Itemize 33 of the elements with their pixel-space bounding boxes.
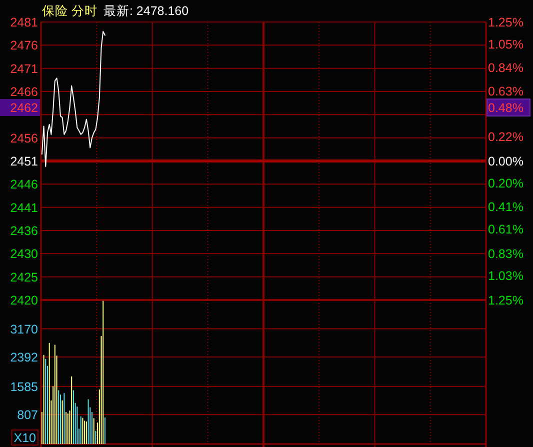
y2-tick-label: 1.25% <box>488 294 524 308</box>
y2-tick-label: 0.41% <box>488 200 524 214</box>
y-tick-label: 2466 <box>10 85 38 99</box>
y2-tick-label: 0.83% <box>488 246 524 261</box>
y2-tick-label: 0.84% <box>488 61 524 76</box>
y-tick-label: 2471 <box>10 62 38 76</box>
y2-tick-label: 1.03% <box>488 269 524 284</box>
text: 0.48% <box>488 101 524 115</box>
y-tick-label: 2476 <box>10 38 38 53</box>
y-tick-label: 2446 <box>10 178 38 192</box>
y2-tick-label: 0.22% <box>488 130 524 144</box>
y2-tick-label: 0.63% <box>488 84 524 98</box>
y-axis-title: X10 <box>14 431 36 445</box>
y-tick-label: 807 <box>17 408 38 422</box>
y-tick-label: 3170 <box>10 322 38 336</box>
chart-subtitle: 最新: 2478.160 <box>103 4 189 18</box>
y-tick-label: 2481 <box>10 16 38 30</box>
y2-tick-label: 0.00% <box>488 154 524 168</box>
y2-tick-label: 0.20% <box>488 176 524 191</box>
y-tick-label: 2425 <box>10 270 38 284</box>
chart-title: 保险 分时 <box>42 4 98 18</box>
text: 2462 <box>10 101 38 115</box>
y-tick-label: 2436 <box>10 224 38 238</box>
y-tick-label: 2456 <box>10 131 38 146</box>
y-tick-label: 1585 <box>10 380 38 394</box>
y-tick-label: 2451 <box>10 154 38 168</box>
y-tick-label: 2430 <box>10 247 38 262</box>
y2-tick-label: 0.61% <box>488 222 524 236</box>
y-tick-label: 2420 <box>10 294 38 308</box>
y-tick-label: 2392 <box>10 350 38 365</box>
y2-tick-label: 1.25% <box>488 16 524 30</box>
y-tick-label: 2441 <box>10 200 38 215</box>
y2-tick-label: 1.05% <box>488 38 524 52</box>
